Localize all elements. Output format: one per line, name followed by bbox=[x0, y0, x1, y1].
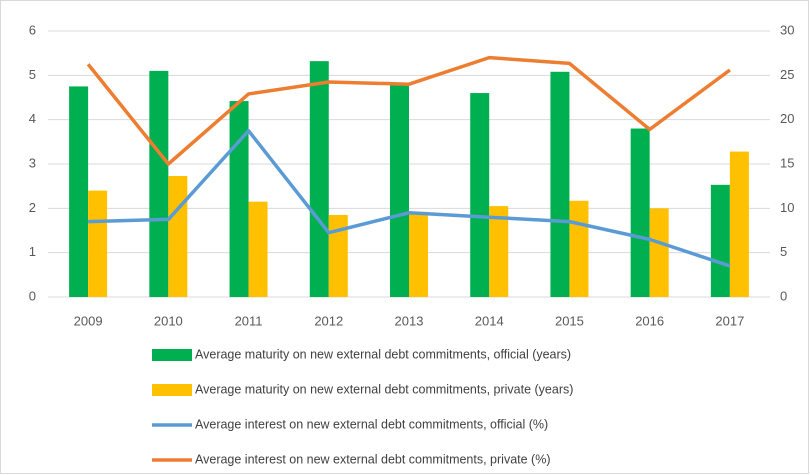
bar bbox=[489, 206, 509, 297]
bar bbox=[649, 208, 669, 297]
x-tick-label: 2013 bbox=[395, 313, 424, 328]
bar bbox=[710, 184, 730, 297]
x-tick-label: 2012 bbox=[314, 313, 343, 328]
x-tick-label: 2014 bbox=[475, 313, 504, 328]
x-tick-label: 2016 bbox=[635, 313, 664, 328]
y2-tick-label: 15 bbox=[780, 155, 794, 170]
bar bbox=[470, 93, 490, 297]
bar bbox=[729, 151, 749, 297]
x-tick-label: 2011 bbox=[235, 313, 263, 328]
bar bbox=[390, 84, 409, 297]
bar bbox=[69, 86, 89, 298]
legend-label: Average interest on new external debt co… bbox=[195, 452, 551, 466]
legend-label: Average maturity on new external debt co… bbox=[195, 382, 573, 396]
line bbox=[86, 55, 731, 166]
bar bbox=[168, 175, 188, 297]
bar bbox=[309, 61, 329, 297]
y2-tick-label: 5 bbox=[780, 244, 787, 259]
bar bbox=[569, 200, 589, 297]
bar bbox=[248, 201, 268, 297]
line bbox=[88, 129, 731, 268]
y2-tick-label: 30 bbox=[780, 22, 794, 37]
legend: Average maturity on new external debt co… bbox=[152, 347, 573, 466]
y-tick-label: 0 bbox=[29, 288, 36, 303]
legend-label: Average interest on new external debt co… bbox=[195, 417, 548, 431]
bar bbox=[328, 214, 348, 297]
legend-swatch bbox=[152, 384, 192, 396]
x-tick-label: 2017 bbox=[715, 313, 744, 328]
bar bbox=[229, 101, 249, 298]
y-tick-label: 3 bbox=[29, 155, 36, 170]
y-tick-label: 2 bbox=[29, 200, 36, 215]
y-tick-label: 5 bbox=[29, 67, 36, 82]
y-tick-label: 6 bbox=[29, 22, 36, 37]
y2-tick-label: 0 bbox=[780, 288, 787, 303]
x-tick-label: 2010 bbox=[154, 313, 183, 328]
legend-swatch bbox=[152, 349, 192, 361]
y-tick-label: 1 bbox=[29, 244, 36, 259]
legend-label: Average maturity on new external debt co… bbox=[195, 347, 571, 361]
x-tick-label: 2015 bbox=[555, 313, 584, 328]
bar bbox=[409, 211, 428, 297]
bar bbox=[550, 71, 570, 297]
y2-tick-label: 25 bbox=[780, 67, 794, 82]
bar bbox=[149, 70, 169, 298]
y2-tick-label: 10 bbox=[780, 200, 794, 215]
y-tick-label: 4 bbox=[29, 111, 36, 126]
bar bbox=[630, 128, 650, 297]
x-tick-label: 2009 bbox=[74, 313, 103, 328]
bar bbox=[88, 190, 108, 297]
y2-tick-label: 20 bbox=[780, 111, 794, 126]
